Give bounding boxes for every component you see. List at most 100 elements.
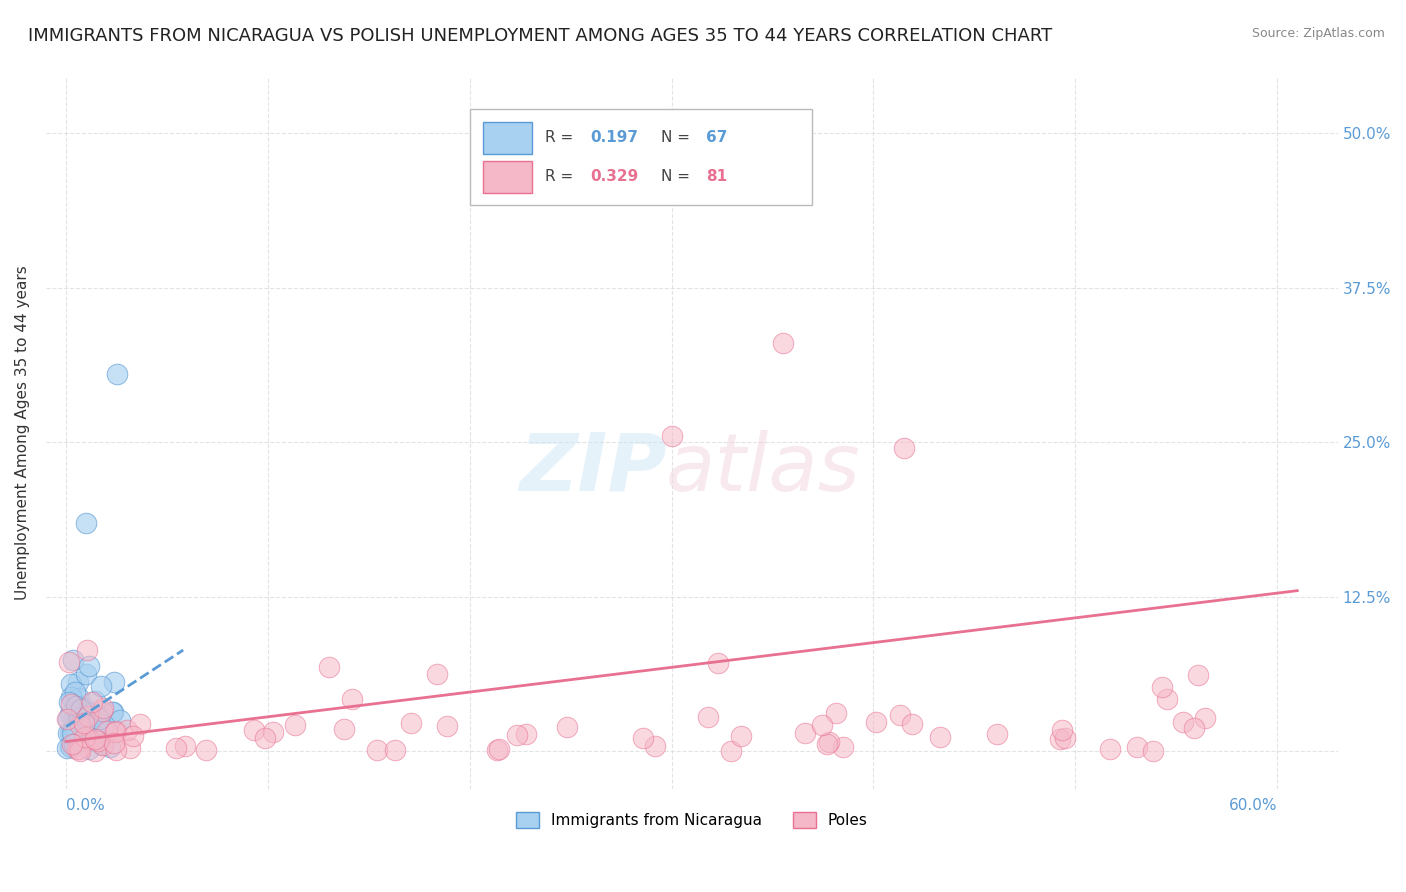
- Point: [75, 516, 97, 530]
- Point: [76, 709, 98, 723]
- Point: [69, 715, 91, 730]
- Point: [75, 730, 97, 744]
- Point: [82, 711, 104, 725]
- Point: [62, 693, 84, 707]
- Point: [60, 726, 83, 740]
- Point: [929, 730, 952, 744]
- Point: [103, 674, 125, 689]
- Point: [58, 655, 80, 669]
- Point: [63, 737, 86, 751]
- Point: [60, 737, 83, 751]
- Text: ZIP: ZIP: [519, 430, 666, 508]
- Point: [66, 726, 89, 740]
- Point: [69, 744, 91, 758]
- Point: [103, 736, 125, 750]
- Text: Source: ZipAtlas.com: Source: ZipAtlas.com: [1251, 27, 1385, 40]
- Point: [772, 336, 794, 351]
- Point: [243, 723, 266, 737]
- Point: [62, 727, 84, 741]
- Point: [76, 643, 98, 657]
- FancyBboxPatch shape: [482, 161, 531, 193]
- Point: [62, 721, 84, 735]
- Point: [91, 701, 114, 715]
- Point: [108, 714, 131, 728]
- Point: [75, 666, 97, 681]
- Point: [70, 719, 93, 733]
- Point: [644, 739, 666, 754]
- Point: [87, 712, 110, 726]
- FancyBboxPatch shape: [482, 122, 531, 153]
- Point: [98, 739, 121, 754]
- Point: [263, 725, 285, 739]
- Point: [730, 729, 752, 743]
- Point: [60, 690, 83, 704]
- Point: [399, 716, 422, 731]
- Point: [1194, 711, 1216, 725]
- Point: [893, 442, 915, 456]
- Point: [1099, 741, 1122, 756]
- Point: [73, 731, 96, 745]
- Point: [318, 660, 340, 674]
- Point: [56, 740, 79, 755]
- Point: [284, 718, 307, 732]
- Point: [59, 726, 82, 740]
- Point: [91, 738, 114, 752]
- Point: [66, 704, 89, 718]
- Point: [901, 717, 924, 731]
- Point: [105, 368, 128, 382]
- Point: [87, 723, 110, 738]
- Point: [59, 698, 82, 712]
- Point: [436, 719, 458, 733]
- Point: [77, 732, 100, 747]
- Point: [661, 429, 683, 443]
- Point: [515, 727, 537, 741]
- Point: [631, 731, 654, 745]
- Point: [1142, 744, 1164, 758]
- Point: [76, 726, 98, 740]
- Point: [69, 718, 91, 732]
- Point: [65, 706, 87, 721]
- Point: [73, 716, 96, 731]
- Point: [83, 731, 105, 746]
- Point: [91, 738, 114, 752]
- Point: [1182, 721, 1205, 735]
- Text: IMMIGRANTS FROM NICARAGUA VS POLISH UNEMPLOYMENT AMONG AGES 35 TO 44 YEARS CORRE: IMMIGRANTS FROM NICARAGUA VS POLISH UNEM…: [28, 27, 1052, 45]
- Point: [1156, 691, 1178, 706]
- Point: [333, 723, 356, 737]
- Point: [58, 695, 80, 709]
- Text: R =: R =: [544, 129, 578, 145]
- Point: [63, 685, 86, 699]
- Point: [77, 706, 100, 720]
- Point: [1187, 667, 1209, 681]
- Point: [62, 711, 84, 725]
- Text: atlas: atlas: [666, 430, 860, 508]
- Point: [1171, 715, 1194, 730]
- Text: 67: 67: [706, 129, 727, 145]
- Text: R =: R =: [544, 169, 578, 184]
- Point: [73, 705, 96, 719]
- Point: [720, 744, 742, 758]
- Point: [93, 718, 115, 732]
- Point: [118, 740, 141, 755]
- Point: [91, 705, 114, 719]
- Point: [82, 695, 104, 709]
- Point: [67, 711, 90, 725]
- Point: [810, 717, 832, 731]
- Point: [65, 728, 87, 742]
- Point: [69, 714, 91, 728]
- Point: [59, 707, 82, 722]
- Point: [87, 734, 110, 748]
- Point: [488, 742, 510, 756]
- Point: [831, 739, 853, 754]
- Point: [65, 698, 87, 713]
- Point: [67, 711, 90, 725]
- Point: [59, 677, 82, 691]
- Point: [86, 709, 108, 723]
- Point: [1052, 723, 1074, 737]
- Point: [91, 736, 114, 750]
- Point: [63, 722, 86, 736]
- Text: 60.0%: 60.0%: [1229, 798, 1277, 814]
- Point: [105, 743, 128, 757]
- Point: [384, 743, 406, 757]
- Point: [66, 675, 89, 690]
